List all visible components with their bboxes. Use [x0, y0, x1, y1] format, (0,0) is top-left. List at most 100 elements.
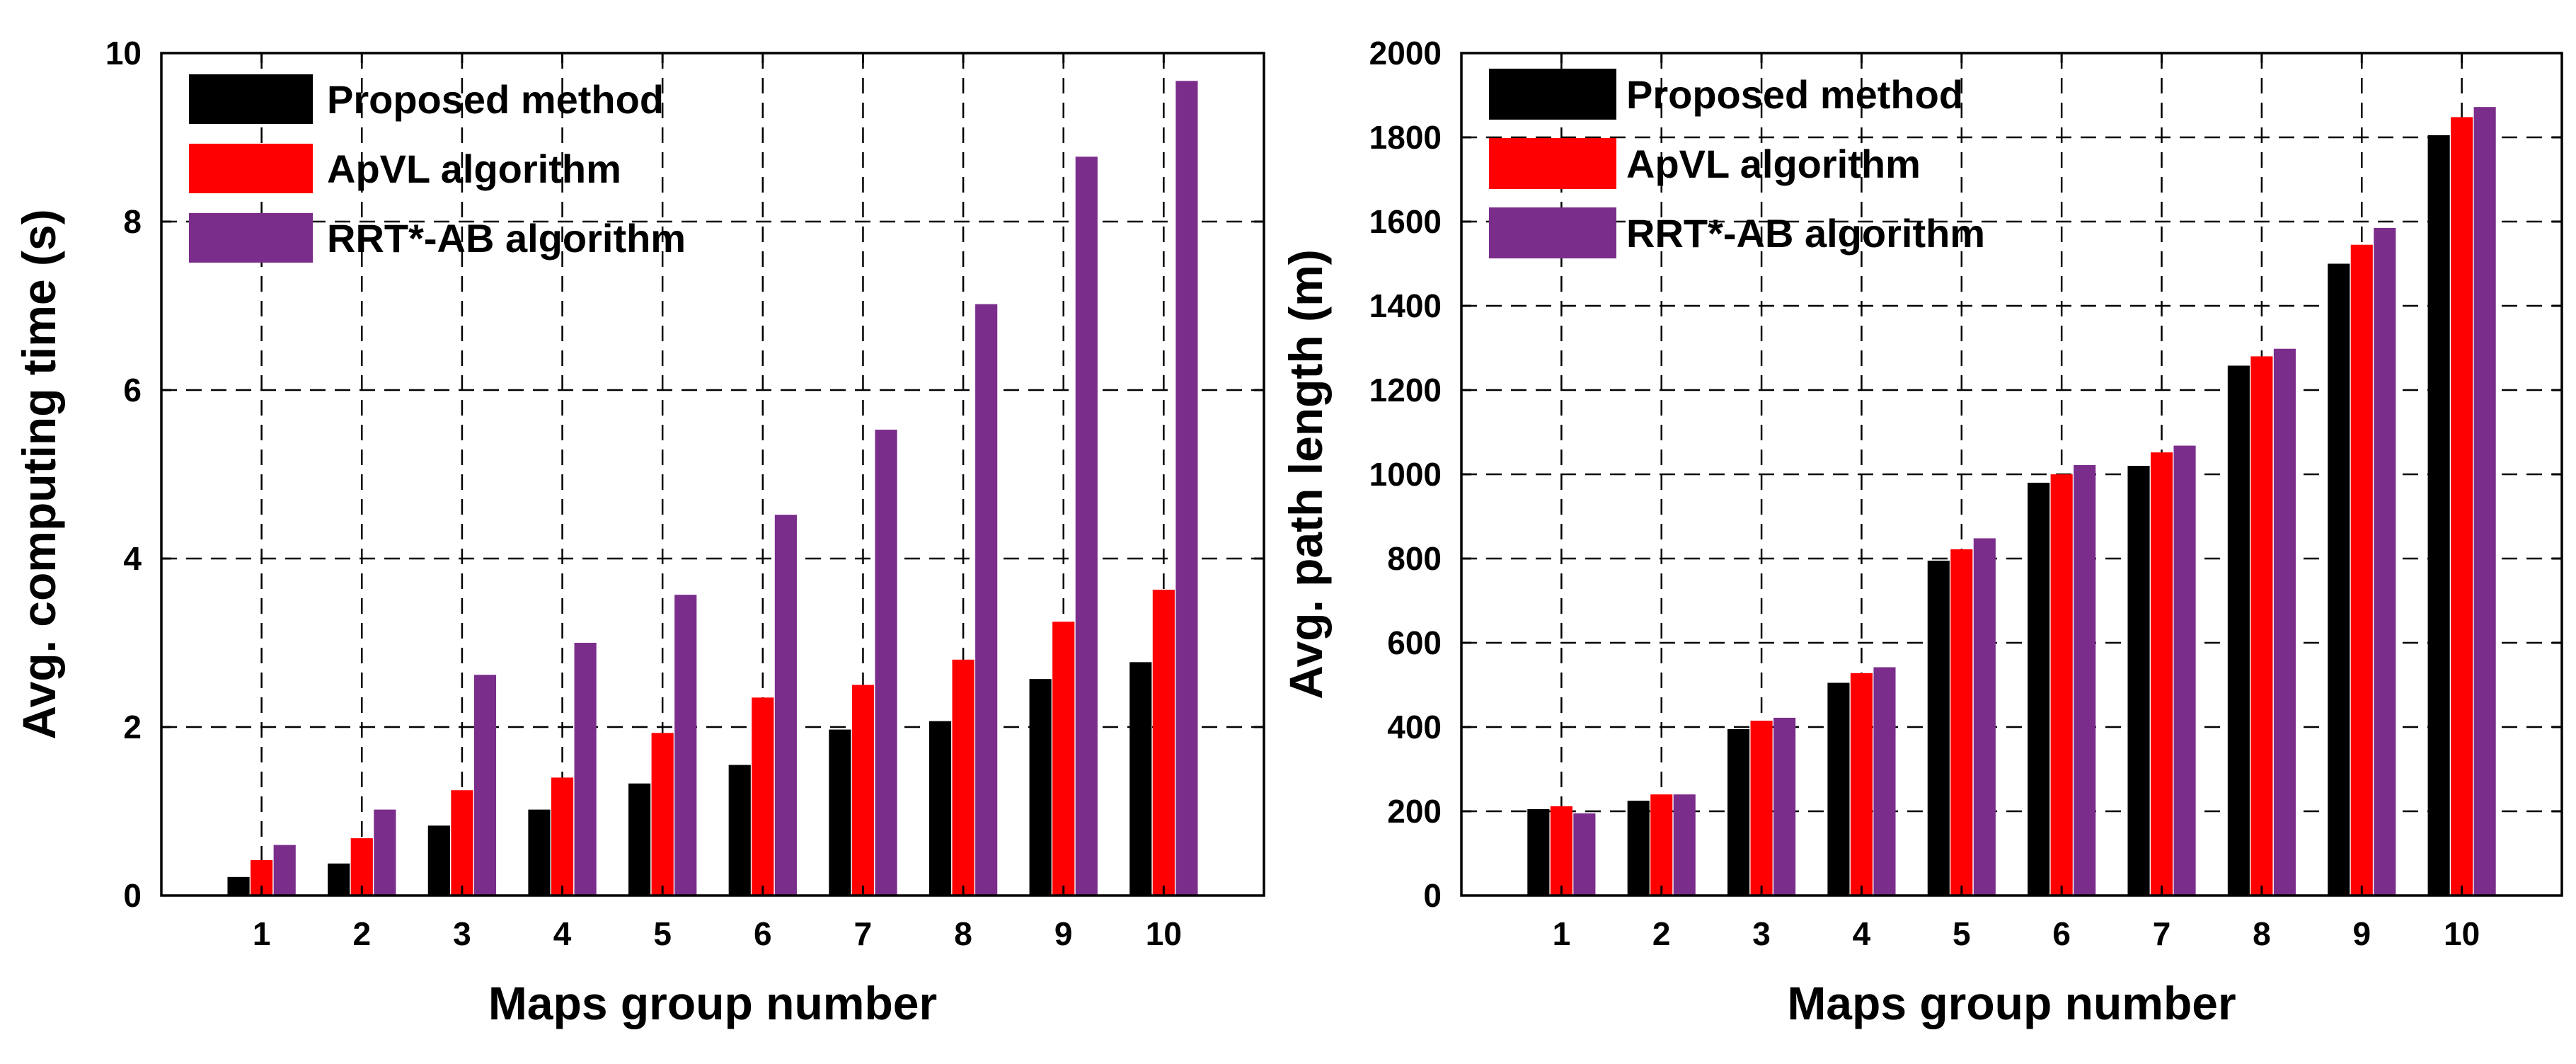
x-tick-label: 8	[2253, 915, 2271, 952]
bar-rrt-ab-algorithm-2	[374, 809, 396, 896]
bar-rrt-ab-algorithm-8	[2273, 348, 2296, 896]
bar-rrt-ab-algorithm-4	[574, 643, 597, 896]
x-tick-label: 6	[754, 915, 772, 952]
bar-proposed-method-5	[628, 783, 651, 896]
bar-rrt-ab-algorithm-3	[473, 675, 497, 896]
bar-proposed-method-8	[2227, 365, 2250, 896]
bar-proposed-method-9	[2328, 263, 2350, 896]
bar-proposed-method-2	[1627, 801, 1650, 896]
bar-proposed-method-4	[1827, 682, 1850, 896]
legend: Proposed method ApVL algorithm RRT*-AB alg…	[1489, 69, 1985, 258]
bar-rrt-ab-algorithm-9	[2374, 227, 2396, 896]
bar-proposed-method-1	[1527, 809, 1550, 896]
y-axis-label: Avg. computing time (s)	[13, 209, 65, 739]
legend-label: ApVL algorithm	[1626, 142, 1921, 186]
bar-apvl-algorithm-4	[1850, 673, 1873, 896]
bar-proposed-method-3	[1727, 728, 1750, 896]
legend-label: Proposed method	[1626, 72, 1963, 117]
bar-apvl-algorithm-10	[2451, 117, 2473, 896]
legend-swatch	[189, 144, 313, 193]
y-tick-label: 1800	[1369, 119, 1442, 156]
axes-frame	[160, 52, 1265, 897]
legend-swatch	[1489, 138, 1616, 189]
bar-proposed-method-8	[928, 721, 952, 896]
bar-proposed-method-6	[728, 765, 751, 896]
chart-computing-time: 1 2 3 4 5 6 7 8 9 10 0 2 4 6 8 10 Maps group number Avg. …	[13, 35, 1265, 1029]
bar-rrt-ab-algorithm-7	[2173, 445, 2196, 896]
bar-rrt-ab-algorithm-5	[1973, 538, 1996, 896]
legend-swatch	[1489, 69, 1616, 120]
bar-rrt-ab-algorithm-4	[1873, 667, 1896, 896]
bar-apvl-algorithm-9	[1052, 622, 1075, 896]
legend-swatch	[189, 74, 313, 124]
y-tick-label: 2	[123, 709, 142, 745]
x-tick-label: 3	[453, 915, 471, 952]
legend-label: RRT*-AB algorithm	[327, 216, 686, 261]
axes-frame	[1460, 52, 2563, 897]
bar-rrt-ab-algorithm-6	[774, 515, 797, 896]
bar-proposed-method-4	[528, 809, 551, 896]
x-tick-label: 7	[854, 915, 873, 952]
bar-apvl-algorithm-6	[752, 697, 774, 896]
x-tick-label: 5	[1953, 915, 1971, 952]
x-tick-label: 2	[1652, 915, 1671, 952]
x-tick-label: 7	[2153, 915, 2171, 952]
bar-rrt-ab-algorithm-1	[1573, 813, 1596, 896]
legend-swatch	[189, 213, 313, 263]
y-tick-label: 2000	[1369, 35, 1442, 71]
y-tick-label: 1400	[1369, 287, 1442, 324]
x-axis-label: Maps group number	[1787, 977, 2236, 1029]
bar-apvl-algorithm-8	[952, 659, 974, 896]
y-tick-label: 1000	[1369, 456, 1442, 493]
y-tick-label: 400	[1387, 709, 1442, 745]
bar-rrt-ab-algorithm-5	[674, 595, 697, 896]
bar-rrt-ab-algorithm-3	[1773, 717, 1796, 896]
bar-apvl-algorithm-7	[2150, 452, 2173, 896]
bar-proposed-method-10	[1129, 662, 1152, 896]
bar-proposed-method-7	[829, 729, 851, 896]
legend: Proposed method ApVL algorithm RRT*-AB alg…	[189, 74, 686, 263]
x-tick-label: 10	[2444, 915, 2480, 952]
y-tick-label: 1200	[1369, 372, 1442, 408]
y-tick-label: 6	[123, 372, 142, 408]
bar-apvl-algorithm-1	[1550, 806, 1572, 896]
x-tick-label: 5	[653, 915, 672, 952]
bar-apvl-algorithm-5	[1950, 549, 1973, 896]
bar-apvl-algorithm-5	[651, 733, 674, 896]
y-tick-label: 1600	[1369, 203, 1442, 240]
bar-proposed-method-6	[2028, 482, 2050, 896]
bar-apvl-algorithm-10	[1152, 590, 1175, 896]
y-tick-label: 0	[1423, 877, 1442, 914]
bar-apvl-algorithm-4	[551, 777, 574, 896]
x-tick-label: 4	[1853, 915, 1871, 952]
bar-rrt-ab-algorithm-1	[273, 845, 296, 896]
legend-label: Proposed method	[327, 77, 664, 122]
x-tick-label: 4	[553, 915, 572, 952]
bar-proposed-method-2	[328, 863, 350, 896]
x-tick-label: 1	[253, 915, 271, 952]
x-tick-label: 1	[1553, 915, 1571, 952]
bar-proposed-method-5	[1927, 560, 1950, 896]
legend-label: RRT*-AB algorithm	[1626, 211, 1985, 256]
bar-apvl-algorithm-3	[451, 790, 473, 896]
legend-label: ApVL algorithm	[327, 147, 621, 191]
bar-rrt-ab-algorithm-9	[1075, 156, 1098, 896]
bar-rrt-ab-algorithm-2	[1673, 794, 1696, 896]
y-tick-label: 10	[105, 35, 142, 71]
bar-proposed-method-10	[2427, 135, 2450, 896]
bar-rrt-ab-algorithm-10	[2473, 107, 2496, 896]
bar-apvl-algorithm-3	[1750, 721, 1773, 896]
legend-swatch	[1489, 207, 1616, 258]
x-tick-label: 10	[1146, 915, 1182, 952]
bar-rrt-ab-algorithm-7	[875, 429, 897, 896]
bar-apvl-algorithm-8	[2250, 356, 2273, 896]
x-tick-label: 9	[1054, 915, 1073, 952]
bar-rrt-ab-algorithm-6	[2074, 464, 2096, 896]
bar-proposed-method-7	[2127, 466, 2150, 896]
x-axis-label: Maps group number	[488, 977, 937, 1029]
bar-proposed-method-9	[1029, 679, 1052, 896]
bar-apvl-algorithm-6	[2050, 474, 2073, 896]
y-tick-label: 600	[1387, 624, 1442, 661]
x-tick-label: 6	[2052, 915, 2071, 952]
